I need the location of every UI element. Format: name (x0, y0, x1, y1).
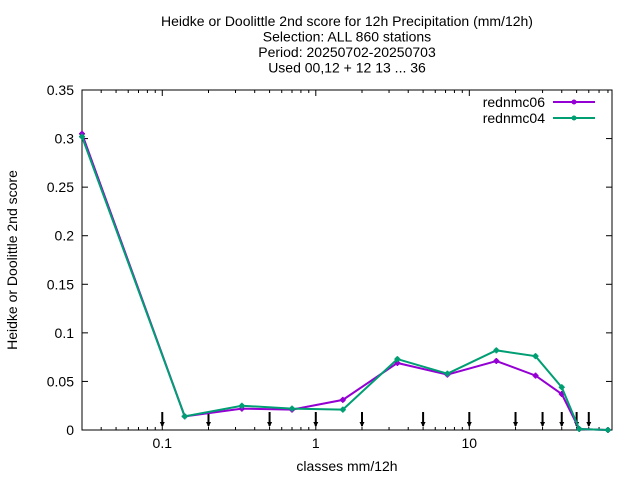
title-line: Used 00,12 + 12 13 ... 36 (268, 60, 426, 76)
legend-label: rednmc04 (483, 110, 545, 126)
series-line (81, 133, 608, 431)
data-point-dot (533, 373, 539, 379)
legend-marker (571, 99, 577, 105)
y-tick-label: 0.1 (55, 325, 75, 341)
x-tick-label: 1 (312, 435, 320, 451)
title-line: Selection: ALL 860 stations (263, 29, 431, 45)
data-point-dot (340, 397, 346, 403)
threshold-markers (159, 412, 592, 427)
x-axis-ticks: 0.1 1 10 (81, 90, 609, 451)
data-point-dot (394, 360, 400, 366)
data-point-dot (79, 134, 85, 140)
x-axis-label: classes mm/12h (296, 458, 397, 474)
data-point-dot (533, 353, 539, 359)
data-point-dot (493, 358, 499, 364)
series-line (81, 136, 608, 431)
data-point-dot (289, 406, 295, 412)
title-line: Heidke or Doolittle 2nd score for 12h Pr… (161, 13, 533, 29)
data-point-dot (576, 426, 582, 432)
x-tick-label: 10 (462, 435, 478, 451)
threshold-marker (540, 412, 546, 427)
series-layer (79, 130, 611, 433)
title-line: Period: 20250702-20250703 (258, 44, 436, 60)
data-point-dot (605, 427, 611, 433)
threshold-marker (205, 412, 211, 427)
y-tick-label: 0.2 (55, 228, 75, 244)
data-point-dot (182, 413, 188, 419)
legend-item: rednmc04 (483, 110, 595, 126)
legend-item: rednmc06 (483, 94, 595, 110)
data-point-dot (493, 347, 499, 353)
y-axis-label: Heidke or Doolittle 2nd score (4, 170, 20, 350)
data-point-dot (239, 403, 245, 409)
threshold-marker (513, 412, 519, 427)
legend-marker (571, 115, 577, 121)
y-tick-label: 0.25 (47, 179, 74, 195)
series-rednmc04 (79, 133, 611, 433)
x-tick-label: 0.1 (153, 435, 173, 451)
data-point-dot (340, 407, 346, 413)
chart-title: Heidke or Doolittle 2nd score for 12h Pr… (161, 13, 533, 76)
y-axis-ticks: 0 0.05 0.1 0.15 0.2 0.25 0.3 0.35 (47, 82, 612, 438)
threshold-marker (359, 412, 365, 427)
plot-frame (81, 89, 613, 431)
y-tick-label: 0.15 (47, 276, 74, 292)
y-tick-label: 0.05 (47, 373, 74, 389)
series-rednmc06 (79, 130, 611, 433)
y-tick-label: 0.35 (47, 82, 74, 98)
data-point-dot (394, 356, 400, 362)
threshold-marker (586, 412, 592, 427)
y-tick-label: 0.3 (55, 131, 75, 147)
legend-label: rednmc06 (483, 94, 545, 110)
data-point-dot (559, 384, 565, 390)
threshold-marker (559, 412, 565, 427)
data-point-dot (444, 371, 450, 377)
y-tick-label: 0 (66, 422, 74, 438)
threshold-marker (267, 412, 273, 427)
threshold-marker (420, 412, 426, 427)
